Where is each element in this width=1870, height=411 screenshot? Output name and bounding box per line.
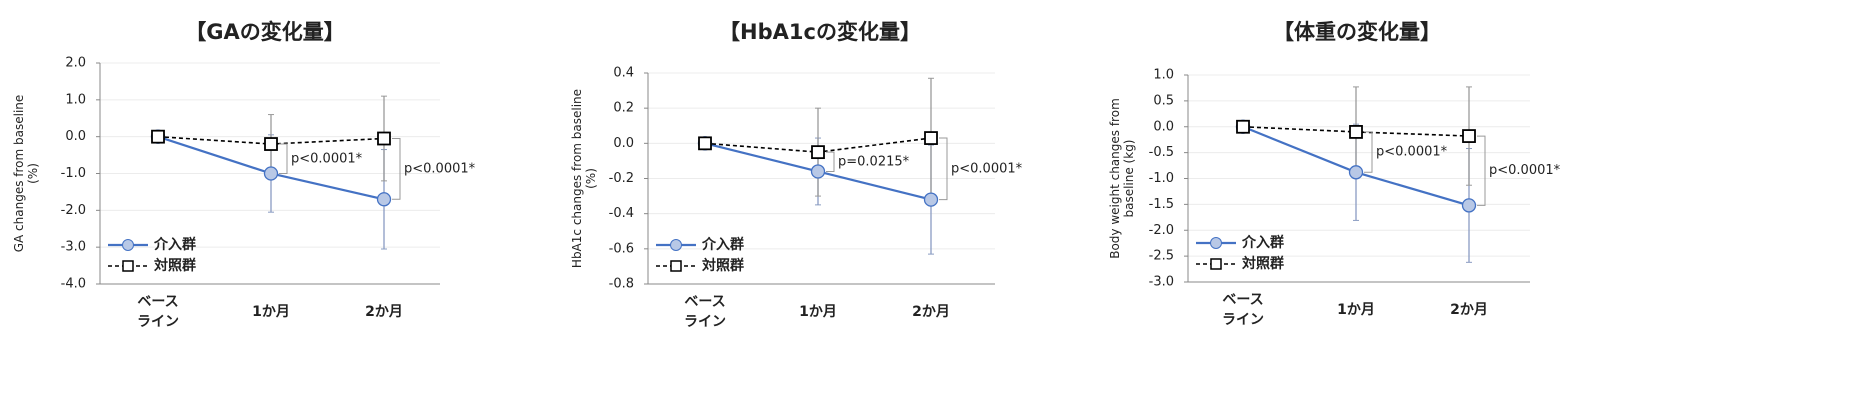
x-tick-label: 2か月 [912, 304, 950, 320]
y-tick-label: 0.0 [65, 129, 86, 144]
marker [263, 166, 279, 181]
annotation: p<0.0001* [1376, 145, 1448, 160]
annotation: p<0.0001* [404, 161, 476, 176]
marker [1236, 119, 1250, 134]
y-tick-label: 2.0 [65, 56, 86, 71]
bracket [1364, 131, 1373, 173]
marker [810, 164, 826, 179]
y-tick-label: 0.0 [613, 136, 634, 151]
legend-label: 介入群 [1241, 234, 1284, 251]
y-tick-label: -3.0 [1149, 275, 1174, 290]
marker [923, 192, 939, 207]
annotation: p<0.0001* [291, 151, 363, 166]
y-tick-label: 0.0 [1153, 119, 1174, 134]
x-tick-label: ベースライン [137, 294, 179, 330]
y-axis-label: GA changes from baseline(%) [12, 95, 40, 253]
y-tick-label: -0.5 [1149, 145, 1174, 160]
legend-marker [1210, 258, 1222, 270]
marker [698, 136, 712, 151]
legend-marker [670, 260, 682, 272]
annotation: p<0.0001* [951, 161, 1023, 176]
x-tick-label: 1か月 [1337, 302, 1375, 318]
y-tick-label: -0.4 [609, 206, 634, 221]
legend-label: 対照群 [701, 257, 744, 274]
y-tick-label: -1.0 [1149, 171, 1174, 186]
x-tick-label: ベースライン [684, 294, 726, 330]
chart-title: 【GAの変化量】 [185, 20, 345, 44]
y-tick-label: -2.0 [1149, 223, 1174, 238]
x-tick-label: 2か月 [365, 304, 403, 320]
marker [377, 131, 391, 146]
y-tick-label: -3.0 [61, 240, 86, 255]
x-tick-label: 1か月 [799, 304, 837, 320]
marker [1349, 125, 1363, 139]
marker [1462, 129, 1476, 143]
bracket [279, 143, 288, 174]
y-tick-label: 0.2 [613, 101, 634, 116]
legend-label: 対照群 [1241, 255, 1284, 272]
y-tick-label: -0.6 [609, 241, 634, 256]
marker [811, 145, 825, 160]
marker [1461, 198, 1477, 213]
y-tick-label: -1.0 [61, 166, 86, 181]
marker [151, 129, 165, 144]
y-tick-label: 0.4 [613, 66, 634, 81]
y-tick-label: -2.0 [61, 203, 86, 218]
marker [376, 192, 392, 207]
y-tick-label: 0.5 [1153, 93, 1174, 108]
marker [264, 137, 278, 151]
annotation: p=0.0215* [838, 154, 910, 169]
chart-title: 【HbA1cの変化量】 [719, 20, 921, 44]
y-tick-label: -0.8 [609, 277, 634, 292]
legend-marker [122, 239, 134, 251]
chart-title: 【体重の変化量】 [1273, 20, 1441, 44]
y-tick-label: 1.0 [65, 92, 86, 107]
marker [1348, 165, 1364, 180]
legend-marker [122, 260, 134, 272]
x-tick-label: 1か月 [252, 304, 290, 320]
legend-marker [670, 239, 682, 251]
marker [924, 131, 938, 145]
y-axis-label: HbA1c changes from baseline(%) [570, 89, 598, 268]
x-tick-label: ベースライン [1222, 292, 1264, 328]
legend-label: 介入群 [701, 236, 744, 253]
y-tick-label: -0.2 [609, 171, 634, 186]
x-tick-label: 2か月 [1450, 302, 1488, 318]
bracket [1477, 135, 1486, 206]
y-tick-label: 1.0 [1153, 68, 1174, 83]
annotation: p<0.0001* [1489, 163, 1561, 178]
legend-marker [1210, 237, 1222, 249]
y-axis-label: Body weight changes frombaseline (kg) [1108, 98, 1136, 259]
y-tick-label: -4.0 [61, 277, 86, 292]
legend-label: 対照群 [153, 257, 196, 274]
legend-label: 介入群 [153, 236, 196, 253]
bracket [939, 137, 948, 201]
y-tick-label: -1.5 [1149, 197, 1174, 212]
bracket [826, 151, 835, 172]
bracket [392, 138, 401, 200]
y-tick-label: -2.5 [1149, 249, 1174, 264]
